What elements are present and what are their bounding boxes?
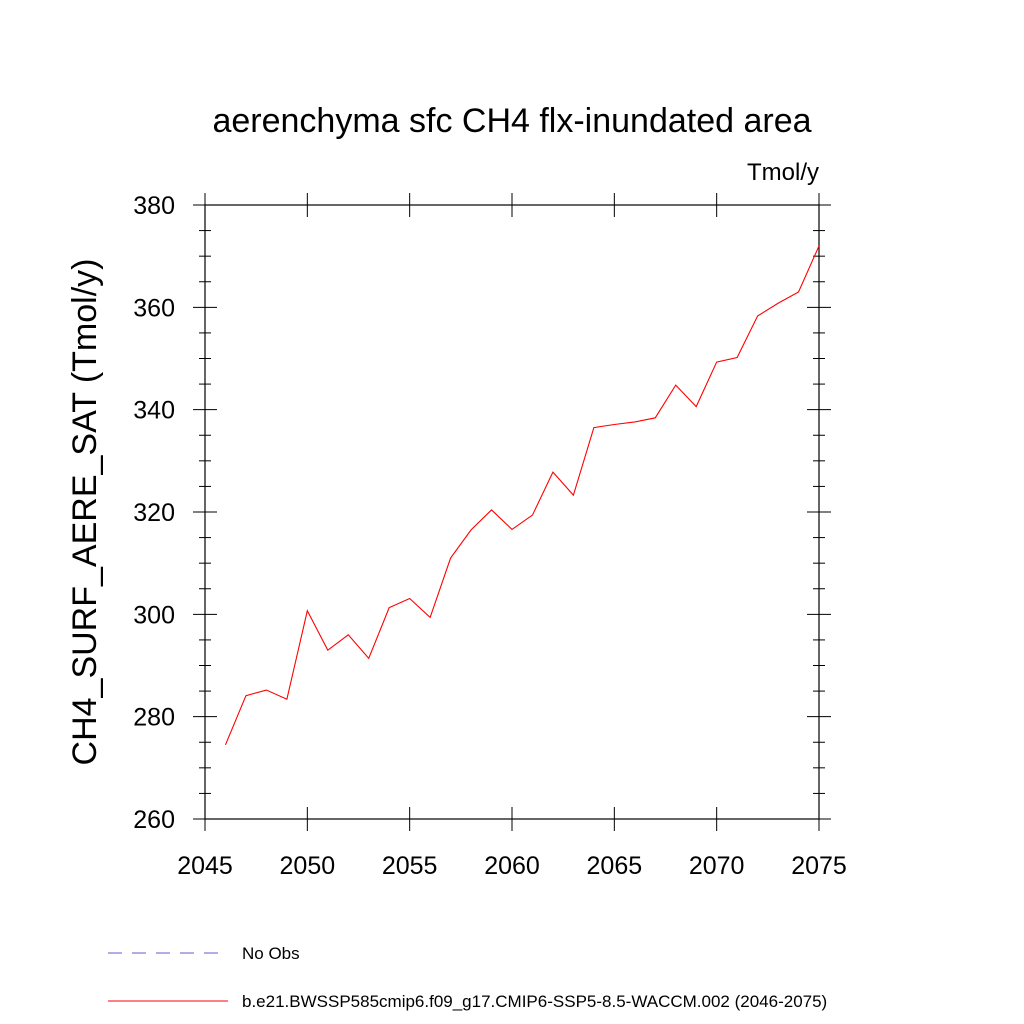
y-tick-label: 380 bbox=[133, 192, 175, 220]
y-tick-label: 360 bbox=[133, 294, 175, 322]
axes: 260 280 300 320 340 360 380 2045 2050 2055 2060 206… bbox=[133, 192, 847, 880]
series-line-1 bbox=[224, 245, 820, 746]
chart-title: aerenchyma sfc CH4 flx-inundated area bbox=[212, 102, 811, 140]
series-layer bbox=[224, 245, 820, 746]
x-tick-label: 2070 bbox=[689, 852, 745, 880]
x-tick-label: 2075 bbox=[791, 852, 847, 880]
plot-frame bbox=[204, 204, 820, 820]
x-tick-label: 2060 bbox=[484, 852, 540, 880]
legend-label: No Obs bbox=[242, 944, 300, 963]
legend-label: b.e21.BWSSP585cmip6.f09_g17.CMIP6-SSP5-8… bbox=[242, 992, 827, 1011]
y-tick-label: 260 bbox=[133, 806, 175, 834]
y-axis-label: CH4_SURF_AERE_SAT (Tmol/y) bbox=[66, 259, 104, 766]
y-tick-label: 340 bbox=[133, 397, 175, 425]
y-tick-label: 300 bbox=[133, 601, 175, 629]
legend: No Obs b.e21.BWSSP585cmip6.f09_g17.CMIP6-… bbox=[108, 944, 827, 1011]
y-tick-label: 320 bbox=[133, 499, 175, 527]
y-tick-label: 280 bbox=[133, 704, 175, 732]
x-tick-label: 2055 bbox=[382, 852, 438, 880]
x-tick-label: 2065 bbox=[587, 852, 643, 880]
x-tick-label: 2045 bbox=[177, 852, 233, 880]
units-label: Tmol/y bbox=[747, 159, 819, 186]
x-tick-label: 2050 bbox=[280, 852, 336, 880]
